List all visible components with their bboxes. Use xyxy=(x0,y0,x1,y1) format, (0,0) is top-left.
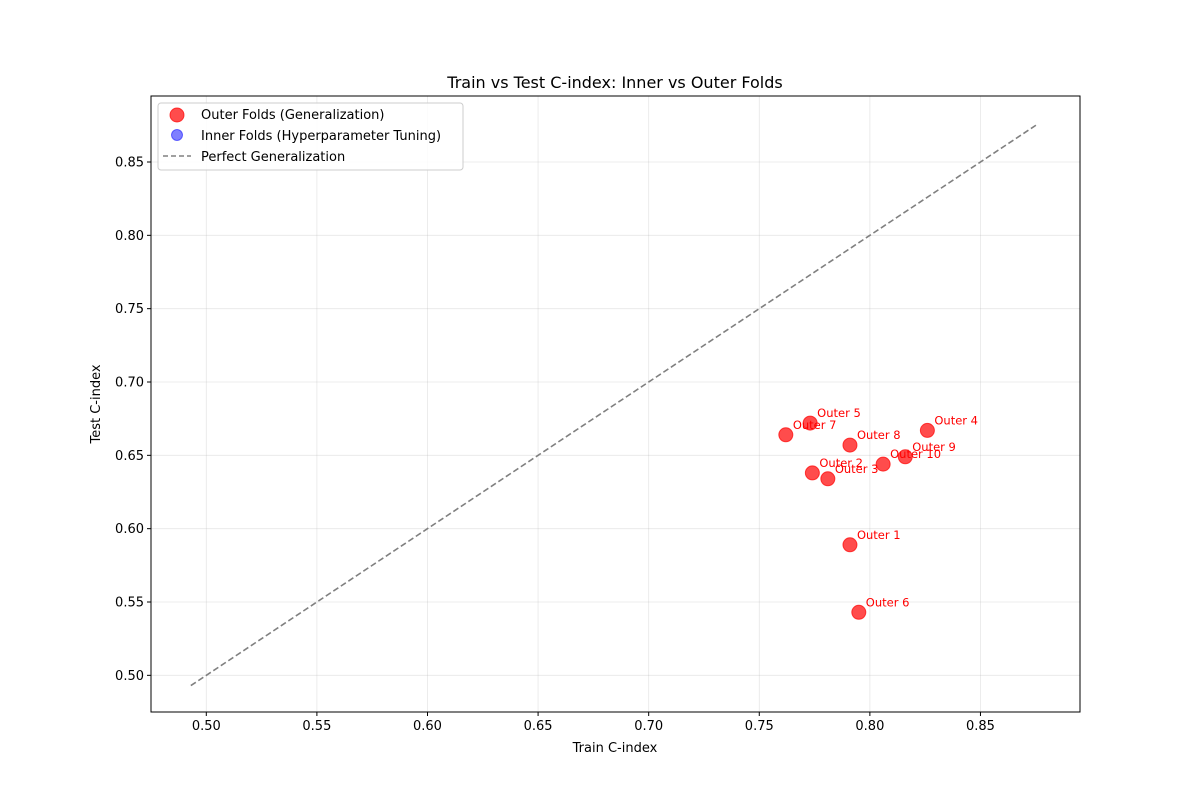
x-tick-label: 0.75 xyxy=(745,719,774,734)
data-point xyxy=(851,604,867,620)
point-label: Outer 5 xyxy=(817,406,861,420)
x-tick-label: 0.55 xyxy=(302,719,331,734)
legend-label-outer: Outer Folds (Generalization) xyxy=(201,108,384,123)
data-points xyxy=(778,415,935,620)
data-point xyxy=(842,437,858,453)
plot-frame xyxy=(150,95,1081,713)
point-label: Outer 8 xyxy=(857,428,901,442)
legend-marker-outer xyxy=(169,107,185,123)
legend-label-inner: Inner Folds (Hyperparameter Tuning) xyxy=(201,129,441,144)
y-tick-label: 0.55 xyxy=(115,596,144,611)
y-ticks: 0.50 0.55 0.60 0.65 0.70 0.75 0.80 0.85 xyxy=(115,156,151,684)
data-point xyxy=(897,449,913,465)
point-label: Outer 3 xyxy=(835,462,879,476)
data-point xyxy=(778,427,794,443)
legend-box xyxy=(157,102,464,171)
point-label: Outer 2 xyxy=(819,456,863,470)
point-label: Outer 7 xyxy=(793,418,837,432)
y-tick-label: 0.50 xyxy=(115,669,144,684)
point-label: Outer 1 xyxy=(857,528,901,542)
grid-lines xyxy=(151,96,1080,712)
y-tick-label: 0.70 xyxy=(115,376,144,391)
y-tick-label: 0.60 xyxy=(115,522,144,537)
legend: Outer Folds (Generalization) Inner Folds… xyxy=(157,102,464,171)
x-tick-label: 0.60 xyxy=(413,719,442,734)
y-tick-label: 0.65 xyxy=(115,449,144,464)
reference-line-group xyxy=(190,123,1039,687)
y-tick-label: 0.80 xyxy=(115,229,144,244)
data-point xyxy=(919,422,935,438)
y-axis-label: Test C-index xyxy=(89,364,104,444)
x-tick-label: 0.50 xyxy=(192,719,221,734)
x-tick-label: 0.80 xyxy=(855,719,884,734)
x-axis-label: Train C-index xyxy=(572,741,658,756)
data-point xyxy=(820,471,836,487)
point-label: Outer 10 xyxy=(890,447,941,461)
y-tick-label: 0.75 xyxy=(115,302,144,317)
data-point xyxy=(804,465,820,481)
point-label: Outer 9 xyxy=(912,440,956,454)
point-label: Outer 4 xyxy=(934,413,978,427)
x-tick-label: 0.85 xyxy=(966,719,995,734)
x-tick-label: 0.70 xyxy=(634,719,663,734)
chart-title: Train vs Test C-index: Inner vs Outer Fo… xyxy=(446,73,782,92)
x-tick-label: 0.65 xyxy=(524,719,553,734)
legend-marker-inner xyxy=(171,129,183,141)
point-label: Outer 6 xyxy=(866,595,910,609)
reference-line xyxy=(190,123,1039,687)
legend-label-reference: Perfect Generalization xyxy=(201,150,345,165)
y-tick-label: 0.85 xyxy=(115,156,144,171)
data-point xyxy=(802,415,818,431)
data-point xyxy=(875,456,891,472)
x-ticks: 0.50 0.55 0.60 0.65 0.70 0.75 0.80 0.85 xyxy=(192,712,995,734)
data-point xyxy=(842,537,858,553)
